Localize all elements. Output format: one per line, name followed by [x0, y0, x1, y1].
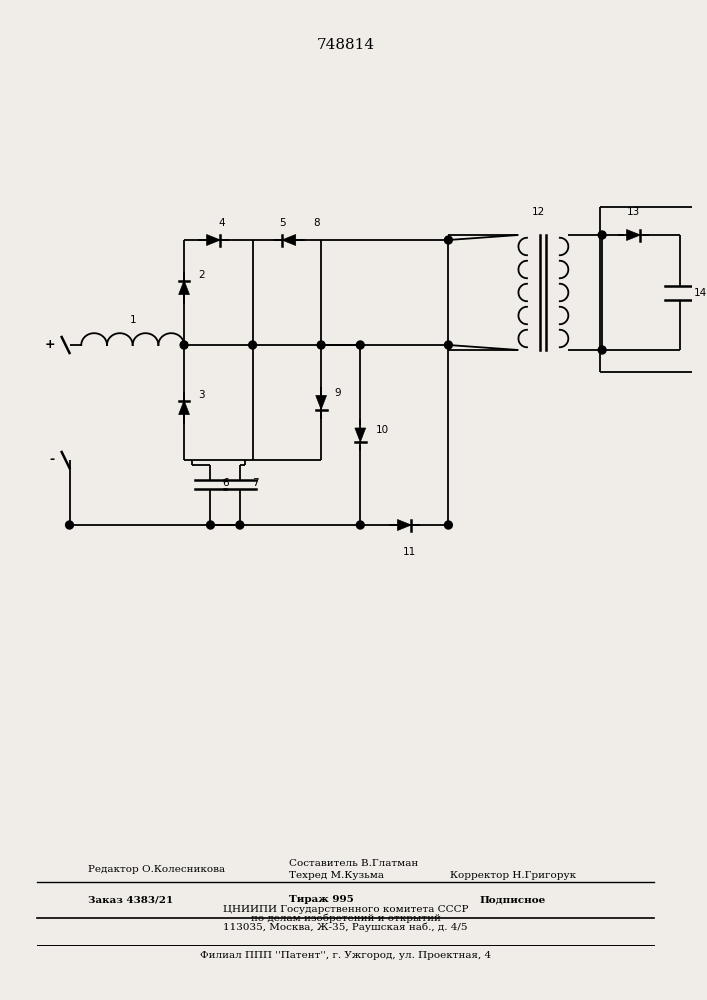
Polygon shape — [206, 234, 221, 245]
Text: Редактор О.Колесникова: Редактор О.Колесникова — [88, 865, 226, 874]
Circle shape — [66, 521, 74, 529]
Text: по делам изобретений и открытий: по делам изобретений и открытий — [251, 913, 440, 923]
Text: -: - — [49, 454, 55, 466]
Text: 6: 6 — [222, 478, 229, 488]
Circle shape — [445, 236, 452, 244]
Text: Тираж 995: Тираж 995 — [289, 896, 354, 904]
Text: ЦНИИПИ Государственного комитета СССР: ЦНИИПИ Государственного комитета СССР — [223, 904, 468, 914]
Text: Филиал ППП ''Патент'', г. Ужгород, ул. Проектная, 4: Филиал ППП ''Патент'', г. Ужгород, ул. П… — [200, 952, 491, 960]
Circle shape — [445, 521, 452, 529]
Circle shape — [180, 341, 188, 349]
Circle shape — [236, 521, 244, 529]
Text: 2: 2 — [198, 270, 204, 280]
Text: Подписное: Подписное — [480, 896, 546, 904]
Circle shape — [249, 341, 257, 349]
Text: +: + — [45, 338, 55, 352]
Text: 748814: 748814 — [317, 38, 375, 52]
Text: 12: 12 — [532, 207, 545, 217]
Polygon shape — [397, 520, 411, 530]
Text: 4: 4 — [218, 218, 225, 228]
Polygon shape — [626, 230, 641, 240]
Text: 5: 5 — [280, 218, 286, 228]
Polygon shape — [179, 400, 189, 414]
Text: Корректор Н.Григорук: Корректор Н.Григорук — [450, 871, 576, 880]
Text: Заказ 4383/21: Заказ 4383/21 — [88, 896, 173, 904]
Circle shape — [598, 346, 606, 354]
Polygon shape — [316, 395, 327, 410]
Circle shape — [317, 341, 325, 349]
Polygon shape — [355, 428, 366, 442]
Text: 3: 3 — [198, 390, 204, 400]
Circle shape — [206, 521, 214, 529]
Circle shape — [598, 231, 606, 239]
Text: 14: 14 — [694, 288, 707, 298]
Text: Составитель В.Глатман: Составитель В.Глатман — [289, 859, 418, 868]
Text: Техред М.Кузьма: Техред М.Кузьма — [289, 871, 384, 880]
Polygon shape — [282, 234, 296, 245]
Circle shape — [445, 341, 452, 349]
Text: 10: 10 — [376, 425, 389, 435]
Text: 11: 11 — [402, 547, 416, 557]
Circle shape — [356, 341, 364, 349]
Text: 8: 8 — [313, 218, 320, 228]
Text: 13: 13 — [627, 207, 640, 217]
Text: 7: 7 — [252, 478, 258, 488]
Text: 1: 1 — [129, 315, 136, 325]
Polygon shape — [179, 280, 189, 294]
Circle shape — [356, 521, 364, 529]
Text: 9: 9 — [335, 387, 341, 397]
Text: 113035, Москва, Ж-35, Раушская наб., д. 4/5: 113035, Москва, Ж-35, Раушская наб., д. … — [223, 922, 468, 932]
